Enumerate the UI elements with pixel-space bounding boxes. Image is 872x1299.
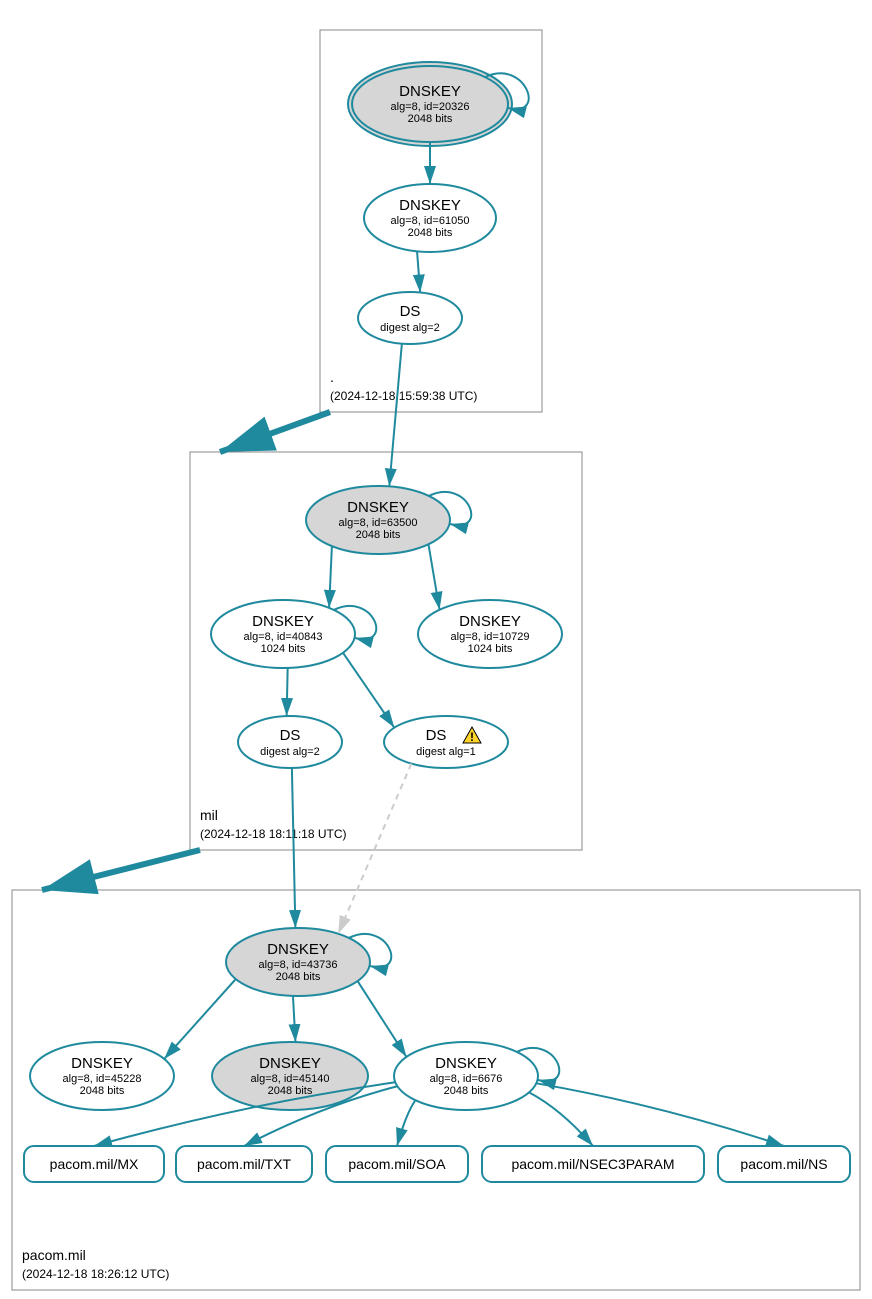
svg-text:alg=8, id=45140: alg=8, id=45140 — [251, 1073, 330, 1085]
svg-text:alg=8, id=45228: alg=8, id=45228 — [63, 1073, 142, 1085]
svg-text:digest alg=2: digest alg=2 — [260, 746, 320, 758]
zone-arrow — [220, 412, 330, 452]
svg-text:DNSKEY: DNSKEY — [259, 1055, 321, 1072]
svg-text:mil: mil — [200, 807, 218, 823]
svg-text:DS: DS — [426, 727, 447, 744]
svg-text:alg=8, id=6676: alg=8, id=6676 — [430, 1073, 503, 1085]
svg-text:DNSKEY: DNSKEY — [435, 1055, 497, 1072]
svg-text:2048 bits: 2048 bits — [356, 529, 401, 541]
svg-text:1024 bits: 1024 bits — [261, 643, 306, 655]
svg-text:DNSKEY: DNSKEY — [252, 613, 314, 630]
svg-text:alg=8, id=40843: alg=8, id=40843 — [244, 631, 323, 643]
record-edge — [529, 1092, 593, 1146]
svg-text:pacom.mil: pacom.mil — [22, 1247, 86, 1263]
record-edge — [397, 1100, 415, 1146]
svg-text:alg=8, id=10729: alg=8, id=10729 — [451, 631, 530, 643]
svg-text:DS: DS — [400, 303, 421, 320]
svg-text:DNSKEY: DNSKEY — [347, 499, 409, 516]
svg-text:DS: DS — [280, 727, 301, 744]
edge — [389, 344, 402, 487]
svg-text:alg=8, id=63500: alg=8, id=63500 — [339, 517, 418, 529]
svg-text:2048 bits: 2048 bits — [268, 1085, 313, 1097]
svg-text:(2024-12-18 15:59:38 UTC): (2024-12-18 15:59:38 UTC) — [330, 389, 477, 403]
svg-text:DNSKEY: DNSKEY — [399, 83, 461, 100]
svg-text:alg=8, id=43736: alg=8, id=43736 — [259, 959, 338, 971]
edge — [329, 546, 332, 608]
svg-text:alg=8, id=61050: alg=8, id=61050 — [391, 215, 470, 227]
svg-text:2048 bits: 2048 bits — [408, 227, 453, 239]
svg-text:DNSKEY: DNSKEY — [399, 197, 461, 214]
edge — [417, 251, 420, 292]
record-edge — [536, 1083, 784, 1146]
svg-text:pacom.mil/TXT: pacom.mil/TXT — [197, 1156, 292, 1172]
edge — [287, 668, 288, 716]
svg-text:pacom.mil/MX: pacom.mil/MX — [50, 1156, 139, 1172]
svg-text:2048 bits: 2048 bits — [444, 1085, 489, 1097]
svg-text:DNSKEY: DNSKEY — [267, 941, 329, 958]
edge — [338, 764, 411, 934]
zone-arrow — [42, 850, 200, 890]
svg-text:.: . — [330, 369, 334, 385]
svg-text:digest alg=1: digest alg=1 — [416, 746, 476, 758]
svg-text:!: ! — [470, 730, 474, 744]
svg-text:alg=8, id=20326: alg=8, id=20326 — [391, 101, 470, 113]
svg-text:pacom.mil/NS: pacom.mil/NS — [740, 1156, 827, 1172]
edge — [428, 544, 439, 609]
edge — [293, 996, 296, 1042]
edge — [358, 981, 407, 1057]
svg-text:pacom.mil/NSEC3PARAM: pacom.mil/NSEC3PARAM — [511, 1156, 674, 1172]
edge — [292, 768, 295, 928]
svg-text:pacom.mil/SOA: pacom.mil/SOA — [348, 1156, 446, 1172]
svg-text:2048 bits: 2048 bits — [408, 113, 453, 125]
svg-text:2048 bits: 2048 bits — [80, 1085, 125, 1097]
svg-text:DNSKEY: DNSKEY — [459, 613, 521, 630]
edge — [343, 653, 394, 728]
svg-text:DNSKEY: DNSKEY — [71, 1055, 133, 1072]
svg-text:(2024-12-18 18:11:18 UTC): (2024-12-18 18:11:18 UTC) — [200, 827, 347, 841]
svg-text:(2024-12-18 18:26:12 UTC): (2024-12-18 18:26:12 UTC) — [22, 1267, 169, 1281]
svg-text:1024 bits: 1024 bits — [468, 643, 513, 655]
svg-text:digest alg=2: digest alg=2 — [380, 322, 440, 334]
dnssec-diagram: . (2024-12-18 15:59:38 UTC) mil (2024-12-18… — [0, 0, 872, 1299]
svg-text:2048 bits: 2048 bits — [276, 971, 321, 983]
edge — [164, 979, 236, 1059]
